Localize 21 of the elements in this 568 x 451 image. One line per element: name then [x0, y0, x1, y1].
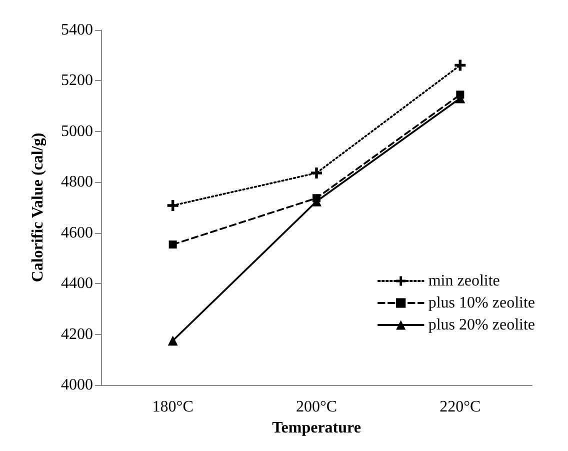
y-tick-label: 5400	[61, 22, 93, 38]
point	[311, 168, 322, 179]
point	[454, 60, 466, 71]
y-tick-label: 4800	[61, 174, 93, 191]
x-tick-label: 200°C	[296, 398, 338, 416]
y-tick-label: 4400	[61, 275, 93, 292]
y-tick-label: 4600	[61, 224, 93, 242]
y-tick-label: 4000	[61, 376, 93, 394]
point	[167, 200, 178, 211]
x-tick-label: 220°C	[440, 398, 481, 416]
legend-label: plus 20% zeolite	[428, 316, 535, 334]
y-tick-label: 5200	[61, 72, 93, 90]
legend-label: plus 10% zeolite	[428, 294, 535, 312]
x-axis-title: Temperature	[272, 419, 361, 436]
y-tick-label: 5000	[61, 122, 93, 140]
legend-label: min zeolite	[428, 272, 500, 290]
x-tick-label: 180°C	[152, 398, 194, 416]
y-axis-title: Calorific Value (cal/g)	[30, 132, 46, 282]
point	[168, 240, 177, 249]
y-tick-label: 4200	[61, 326, 93, 343]
point	[168, 336, 178, 346]
